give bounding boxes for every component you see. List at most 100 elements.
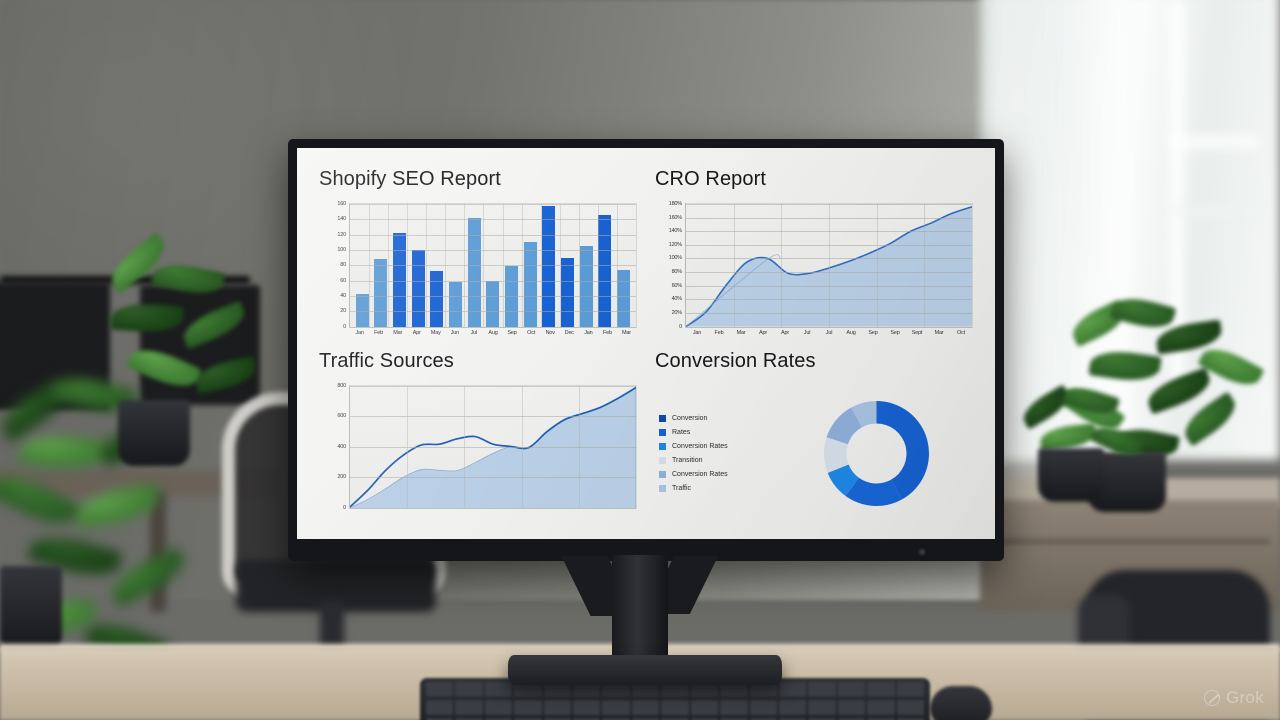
bar[interactable]: [411, 249, 425, 327]
monitor: Shopify SEO Report 0 20 40 60 80 100 120 140 160…: [288, 139, 1004, 561]
gridline-vertical: [733, 204, 735, 327]
y-axis-tick-label: 120: [337, 231, 346, 238]
bar[interactable]: [355, 294, 369, 327]
gridline-vertical: [876, 204, 878, 327]
donut-segment[interactable]: [845, 478, 902, 507]
monitor-screen[interactable]: Shopify SEO Report 0 20 40 60 80 100 120 140 160…: [297, 148, 995, 539]
donut-segment[interactable]: [823, 437, 849, 474]
bar[interactable]: [486, 281, 500, 327]
donut-segment[interactable]: [850, 401, 876, 428]
area-fill: [686, 206, 972, 327]
panel-traffic-sources: Traffic Sources 0 200 400 600 800: [319, 350, 641, 526]
y-axis-tick-label: 20%: [671, 309, 683, 316]
bar[interactable]: [617, 269, 631, 327]
key: [631, 700, 660, 716]
key: [573, 700, 601, 716]
donut-segment[interactable]: [827, 464, 859, 497]
keyboard-row: [426, 682, 924, 698]
bar[interactable]: [374, 259, 388, 327]
monitor-stand-base: [508, 655, 782, 685]
y-axis-tick-label: 60: [340, 277, 346, 284]
key: [720, 682, 748, 698]
y-axis-tick-label: 200: [337, 474, 346, 481]
key: [896, 700, 924, 716]
series-line: [686, 207, 972, 327]
y-axis-tick-label: 0: [343, 323, 346, 330]
x-axis-tick-label: Jul: [825, 329, 833, 336]
gridline-horizontal: [686, 217, 972, 219]
key: [631, 718, 660, 720]
key: [543, 718, 572, 720]
panel-cro-report: CRO Report 0 20% 40% 60% 80% 100% 120% 140% 160%…: [655, 168, 977, 344]
key: [426, 682, 454, 698]
key: [837, 718, 866, 720]
key: [631, 682, 660, 698]
y-axis-tick-label: 100: [337, 246, 346, 253]
x-axis-tick-label: Mar: [736, 329, 746, 336]
keyboard-row: [426, 700, 924, 716]
bar[interactable]: [523, 242, 537, 327]
monitor-stand-neck: [612, 555, 668, 665]
donut-graphic[interactable]: [814, 391, 939, 516]
gridline-horizontal: [350, 219, 636, 221]
donut-chart-conversion[interactable]: Conversion Rates Conversion Rates Transitio…: [655, 383, 977, 526]
key: [720, 700, 748, 716]
area-chart-cro[interactable]: 0 20% 40% 60% 80% 100% 120% 140% 160% 180% Jan Feb M…: [655, 201, 977, 344]
x-axis-tick-label: Jun: [450, 329, 459, 336]
key: [808, 718, 836, 720]
legend-item[interactable]: Conversion Rates: [659, 443, 775, 451]
gridline-vertical: [924, 204, 926, 327]
key: [661, 682, 689, 698]
legend-item[interactable]: Conversion: [659, 415, 775, 423]
x-axis-tick-label: Apr: [759, 329, 767, 336]
y-axis-tick-label: 400: [337, 443, 346, 450]
y-axis-tick-label: 0: [343, 505, 346, 511]
key: [837, 682, 866, 698]
donut-holder: [775, 391, 977, 516]
area-chart-traffic[interactable]: 0 200 400 600 800: [319, 383, 641, 526]
gridline-horizontal: [350, 385, 636, 387]
x-axis-tick-label: Jul: [470, 329, 478, 336]
key: [808, 682, 836, 698]
bar[interactable]: [561, 257, 575, 327]
y-axis-tick-label: 160%: [668, 214, 682, 221]
donut-segment[interactable]: [826, 407, 862, 445]
bar[interactable]: [430, 271, 444, 327]
legend-item[interactable]: Conversion Rates: [659, 471, 775, 479]
gridline-horizontal: [686, 204, 972, 205]
x-axis-tick-label: Feb: [374, 329, 384, 336]
key: [778, 718, 807, 720]
key: [749, 682, 777, 698]
bar[interactable]: [598, 215, 612, 327]
keyboard[interactable]: [420, 678, 930, 720]
gridline-horizontal: [350, 280, 636, 282]
bar[interactable]: [393, 233, 407, 327]
gridline-vertical: [369, 204, 371, 327]
bar-chart-shopify-seo[interactable]: 0 20 40 60 80 100 120 140 160 Jan Feb Mar Apr May Jun J…: [319, 201, 641, 344]
donut-segment[interactable]: [876, 401, 929, 500]
bar[interactable]: [449, 282, 463, 327]
key: [661, 700, 689, 716]
x-axis-tick-label: Aug: [488, 329, 498, 336]
key: [484, 718, 513, 720]
legend-label: Conversion Rates: [672, 443, 728, 451]
legend-label: Rates: [672, 429, 691, 437]
key: [426, 700, 454, 716]
key: [602, 700, 630, 716]
key: [661, 718, 689, 720]
mouse[interactable]: [930, 686, 992, 720]
legend-item[interactable]: Transition: [659, 457, 775, 465]
window-frame-vertical: [1169, 0, 1185, 400]
legend-item[interactable]: Traffic: [659, 485, 775, 493]
legend-swatch: [659, 443, 666, 451]
key: [720, 718, 748, 720]
x-axis-tick-label: Nov: [545, 329, 555, 336]
key: [573, 718, 601, 720]
panel-title-shopify-seo-report: Shopify SEO Report: [319, 168, 501, 190]
bar[interactable]: [579, 246, 593, 327]
legend-item[interactable]: Rates: [659, 429, 775, 437]
panel-title-traffic-sources: Traffic Sources: [319, 349, 454, 372]
key: [602, 682, 630, 698]
bar[interactable]: [467, 217, 481, 327]
y-axis-tick-label: 60%: [671, 282, 683, 289]
